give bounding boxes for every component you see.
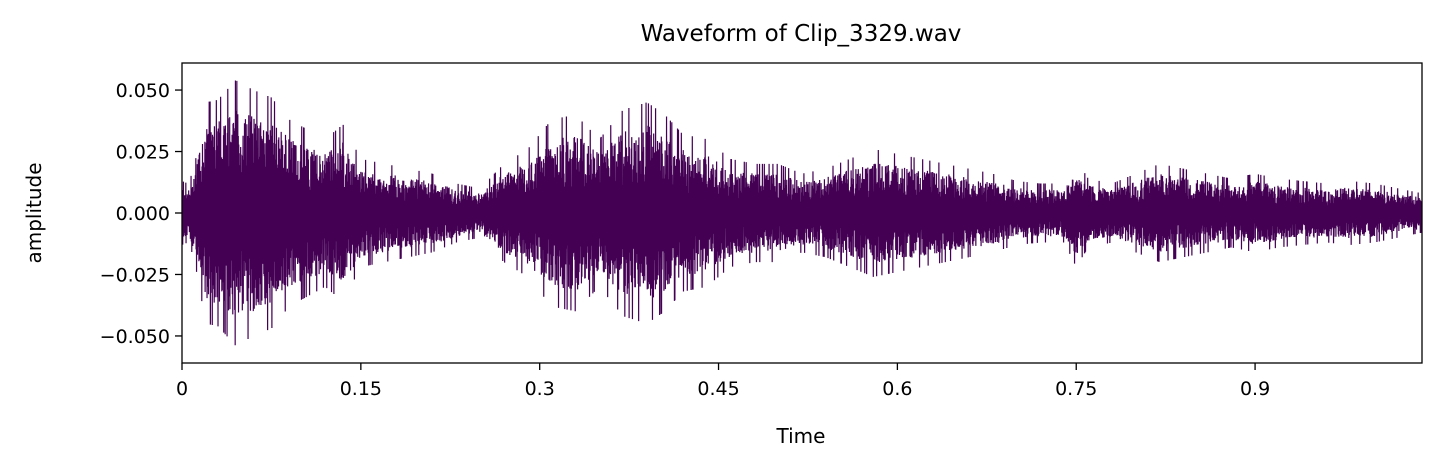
x-tick-label: 0.9 — [1240, 378, 1270, 400]
y-tick-label: 0.025 — [116, 142, 170, 164]
y-axis-label: amplitude — [22, 162, 46, 263]
y-axis: 0.050 0.025 0.000 −0.025 −0.050 — [100, 80, 182, 348]
y-tick-label: −0.050 — [100, 326, 170, 348]
y-tick-label: −0.025 — [100, 264, 170, 286]
chart-title: Waveform of Clip_3329.wav — [641, 21, 962, 47]
y-tick-label: 0.000 — [116, 203, 170, 225]
waveform-line — [182, 80, 1422, 346]
x-tick-label: 0.75 — [1055, 378, 1097, 400]
x-tick-label: 0.3 — [525, 378, 555, 400]
plot-area — [181, 62, 1423, 364]
x-tick-label: 0.6 — [882, 378, 912, 400]
x-tick-label: 0.15 — [340, 378, 382, 400]
x-tick-label: 0 — [176, 378, 188, 400]
x-tick-label: 0.45 — [697, 378, 739, 400]
x-axis-label: Time — [776, 424, 826, 448]
x-axis: 0 0.15 0.3 0.45 0.6 0.75 0.9 — [176, 363, 1270, 400]
y-tick-label: 0.050 — [116, 80, 170, 102]
